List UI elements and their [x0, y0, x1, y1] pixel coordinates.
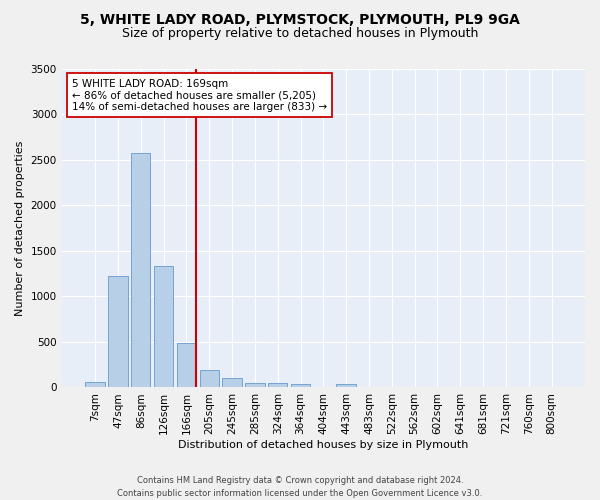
Bar: [223, 378, 242, 388]
Bar: [337, 384, 356, 388]
X-axis label: Distribution of detached houses by size in Plymouth: Distribution of detached houses by size …: [178, 440, 469, 450]
Text: 5 WHITE LADY ROAD: 169sqm
← 86% of detached houses are smaller (5,205)
14% of se: 5 WHITE LADY ROAD: 169sqm ← 86% of detac…: [72, 78, 327, 112]
Bar: [245, 383, 265, 388]
Bar: [268, 384, 287, 388]
Bar: [291, 384, 310, 388]
Text: Size of property relative to detached houses in Plymouth: Size of property relative to detached ho…: [122, 28, 478, 40]
Y-axis label: Number of detached properties: Number of detached properties: [15, 140, 25, 316]
Bar: [108, 276, 128, 388]
Bar: [177, 343, 196, 388]
Text: 5, WHITE LADY ROAD, PLYMSTOCK, PLYMOUTH, PL9 9GA: 5, WHITE LADY ROAD, PLYMSTOCK, PLYMOUTH,…: [80, 12, 520, 26]
Bar: [154, 266, 173, 388]
Bar: [131, 152, 151, 388]
Bar: [85, 382, 105, 388]
Bar: [200, 370, 219, 388]
Text: Contains HM Land Registry data © Crown copyright and database right 2024.
Contai: Contains HM Land Registry data © Crown c…: [118, 476, 482, 498]
